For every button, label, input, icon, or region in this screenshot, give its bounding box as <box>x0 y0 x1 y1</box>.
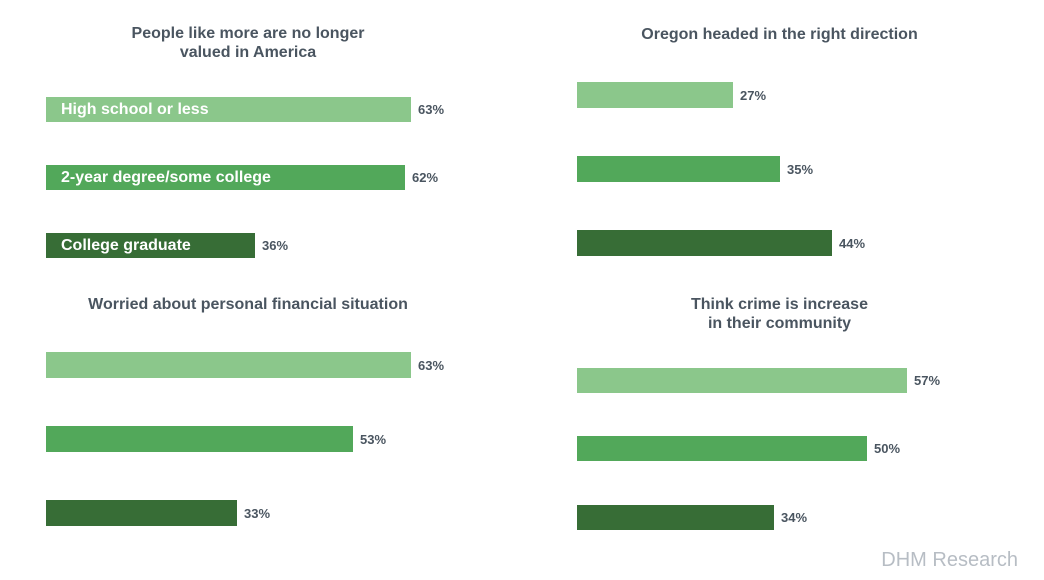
value-label: 53% <box>360 432 387 447</box>
bar-2-year-degree-some-college <box>46 165 405 190</box>
dhm-research-watermark: DHM Research <box>881 549 1018 571</box>
value-label: 62% <box>412 170 439 185</box>
value-label: 36% <box>262 238 289 253</box>
bar-college-graduate <box>577 505 774 530</box>
bar-2-year-degree-some-college <box>577 156 780 182</box>
bar-2-year-degree-some-college <box>577 436 867 461</box>
chart-title: People like more are no longer valued in… <box>131 25 365 61</box>
chart-title: Worried about personal financial situati… <box>88 296 408 313</box>
value-label: 63% <box>418 358 445 373</box>
value-label: 57% <box>914 373 941 388</box>
value-label: 44% <box>839 236 866 251</box>
bar-high-school-or-less <box>577 368 907 393</box>
value-label: 50% <box>874 441 901 456</box>
bar-high-school-or-less <box>46 352 411 378</box>
chart-title: Oregon headed in the right direction <box>641 26 918 43</box>
category-label: High school or less <box>61 101 209 118</box>
bar-high-school-or-less <box>46 97 411 122</box>
value-label: 63% <box>418 102 445 117</box>
bar-2-year-degree-some-college <box>46 426 353 452</box>
category-label: 2-year degree/some college <box>61 169 271 186</box>
chart-title: Think crime is increase in their communi… <box>691 296 868 332</box>
value-label: 33% <box>244 506 271 521</box>
value-label: 27% <box>740 88 767 103</box>
value-label: 35% <box>787 162 814 177</box>
bar-college-graduate <box>577 230 832 256</box>
category-label: College graduate <box>61 237 191 254</box>
value-label: 34% <box>781 510 808 525</box>
bar-high-school-or-less <box>577 82 733 108</box>
bar-college-graduate <box>46 233 255 258</box>
bar-college-graduate <box>46 500 237 526</box>
